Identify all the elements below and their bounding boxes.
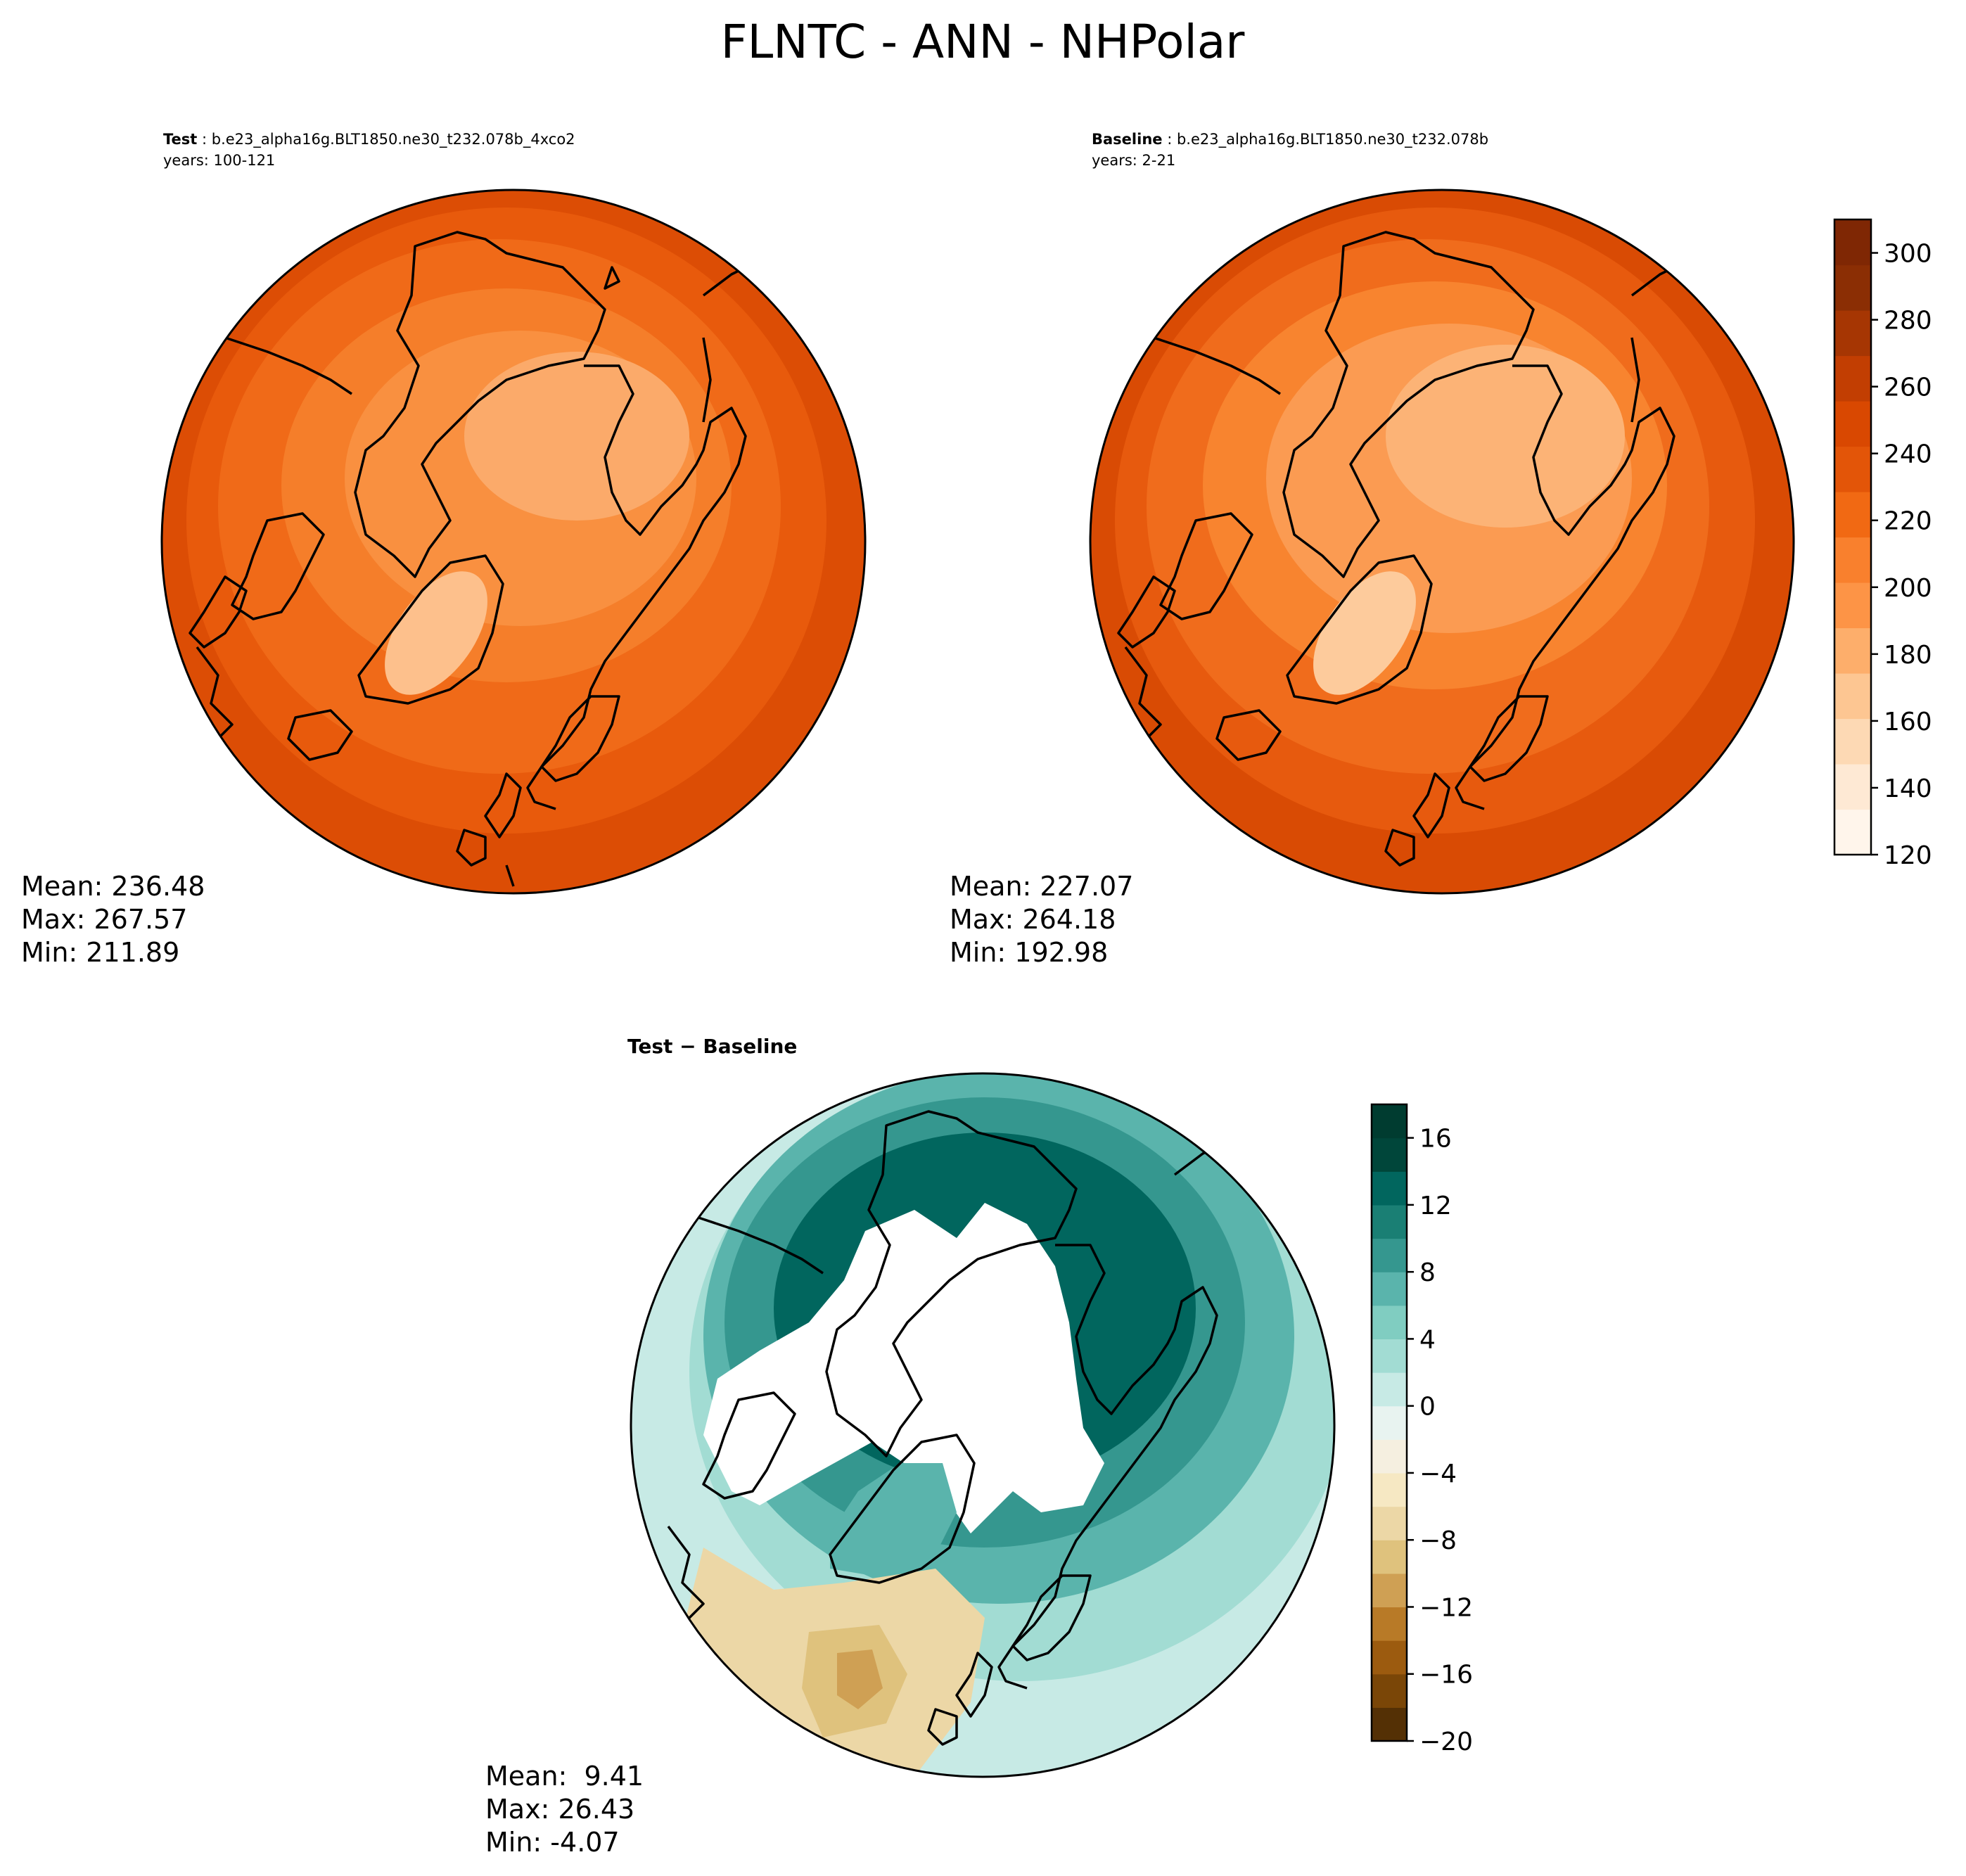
main-colorbar-frame bbox=[1833, 218, 1872, 856]
test-coastlines bbox=[189, 231, 747, 887]
test-label-case: : b.e23_alpha16g.BLT1850.ne30_t232.078b_… bbox=[197, 131, 575, 148]
diff-colorbar: −20 −16 −12 −8 −4 0 4 8 12 16 bbox=[1370, 1103, 1473, 1756]
main-colorbar-tick-label: 160 bbox=[1884, 708, 1932, 736]
diff-colorbar-segment bbox=[1372, 1472, 1407, 1507]
test-min: Min: 211.89 bbox=[21, 937, 179, 968]
main-colorbar-segment bbox=[1834, 264, 1871, 311]
diff-colorbar-segment bbox=[1372, 1540, 1407, 1574]
baseline-label-case: : b.e23_alpha16g.BLT1850.ne30_t232.078b bbox=[1163, 131, 1489, 148]
baseline-label-bold: Baseline bbox=[1092, 131, 1163, 148]
main-colorbar-segment bbox=[1834, 401, 1871, 447]
main-colorbar-segment bbox=[1834, 582, 1871, 629]
main-colorbar-segment bbox=[1834, 310, 1871, 357]
diff-colorbar-tick-label: 4 bbox=[1419, 1325, 1436, 1354]
diff-colorbar-segment bbox=[1372, 1305, 1407, 1340]
diff-colorbar-segment bbox=[1372, 1707, 1407, 1742]
main-colorbar-segment bbox=[1834, 809, 1871, 855]
baseline-years: years: 2-21 bbox=[1092, 152, 1175, 169]
main-colorbar-segment bbox=[1834, 627, 1871, 674]
baseline-mean: Mean: 227.07 bbox=[950, 871, 1133, 902]
diff-colorbar-tick-label: −20 bbox=[1419, 1728, 1473, 1756]
main-colorbar-segment bbox=[1834, 446, 1871, 492]
baseline-field-greenland-high bbox=[1313, 571, 1416, 695]
diff-colorbar-tick-label: 0 bbox=[1419, 1393, 1436, 1422]
main-colorbar-segment bbox=[1834, 718, 1871, 765]
diff-colorbar-tick-label: −4 bbox=[1419, 1460, 1457, 1488]
baseline-panel: Baseline : b.e23_alpha16g.BLT1850.ne30_t… bbox=[950, 131, 1795, 968]
main-colorbar-tick-label: 220 bbox=[1884, 507, 1932, 536]
test-mean: Mean: 236.48 bbox=[21, 871, 205, 902]
main-colorbar-tick-label: 280 bbox=[1884, 307, 1932, 336]
figure-title: FLNTC - ANN - NHPolar bbox=[721, 15, 1246, 69]
diff-panel-label: Test − Baseline bbox=[627, 1035, 797, 1058]
diff-colorbar-tick-label: −12 bbox=[1419, 1593, 1473, 1622]
diff-map bbox=[631, 1073, 1334, 1777]
diff-min: Min: -4.07 bbox=[485, 1827, 620, 1858]
main-colorbar-tick-label: 120 bbox=[1884, 841, 1932, 870]
diff-mean: Mean: 9.41 bbox=[485, 1761, 644, 1792]
diff-colorbar-tick-label: −8 bbox=[1419, 1526, 1457, 1555]
diff-colorbar-segment bbox=[1372, 1506, 1407, 1540]
test-map bbox=[162, 190, 865, 893]
main-colorbar-tick-label: 180 bbox=[1884, 641, 1932, 670]
main-colorbar-segment bbox=[1834, 537, 1871, 583]
main-colorbar-tick-label: 240 bbox=[1884, 440, 1932, 469]
test-map-boundary bbox=[160, 189, 867, 895]
diff-field-tan-min bbox=[837, 1650, 883, 1709]
test-max: Max: 267.57 bbox=[21, 904, 187, 935]
main-colorbar-tick-label: 200 bbox=[1884, 574, 1932, 603]
diff-colorbar-tick-label: 8 bbox=[1419, 1258, 1436, 1287]
main-colorbar-segment bbox=[1834, 492, 1871, 538]
diff-colorbar-segment bbox=[1372, 1573, 1407, 1608]
diff-colorbar-segment bbox=[1372, 1137, 1407, 1172]
diff-field-sea-ice-mask bbox=[703, 1203, 1104, 1533]
test-label-bold: Test bbox=[163, 131, 197, 148]
diff-colorbar-segment bbox=[1372, 1640, 1407, 1675]
diff-colorbar-segment bbox=[1372, 1372, 1407, 1407]
diff-colorbar-segment bbox=[1372, 1673, 1407, 1708]
diff-coastlines bbox=[667, 1110, 1218, 1746]
baseline-panel-label: Baseline : b.e23_alpha16g.BLT1850.ne30_t… bbox=[1092, 131, 1488, 148]
baseline-min: Min: 192.98 bbox=[950, 937, 1108, 968]
test-panel: Test : b.e23_alpha16g.BLT1850.ne30_t232.… bbox=[21, 131, 867, 968]
diff-colorbar-frame bbox=[1370, 1103, 1408, 1742]
diff-colorbar-segment bbox=[1372, 1405, 1407, 1440]
diff-max: Max: 26.43 bbox=[485, 1794, 634, 1825]
main-colorbar-segment bbox=[1834, 355, 1871, 402]
diff-map-boundary bbox=[630, 1072, 1336, 1778]
main-colorbar-segment bbox=[1834, 673, 1871, 720]
diff-colorbar-segment bbox=[1372, 1339, 1407, 1373]
baseline-map-boundary bbox=[1089, 189, 1795, 895]
test-field-greenland-high bbox=[385, 571, 487, 695]
main-colorbar-segment bbox=[1834, 219, 1871, 266]
diff-colorbar-tick-label: −16 bbox=[1419, 1661, 1473, 1690]
test-panel-label: Test : b.e23_alpha16g.BLT1850.ne30_t232.… bbox=[163, 131, 575, 148]
main-colorbar-tick-label: 300 bbox=[1884, 240, 1932, 269]
baseline-max: Max: 264.18 bbox=[950, 904, 1116, 935]
main-colorbar-tick-label: 260 bbox=[1884, 374, 1932, 402]
diff-colorbar-segment bbox=[1372, 1104, 1407, 1139]
baseline-coastlines bbox=[1117, 231, 1675, 867]
baseline-field-inner bbox=[1386, 345, 1625, 528]
diff-colorbar-segment bbox=[1372, 1171, 1407, 1206]
diff-colorbar-segment bbox=[1372, 1439, 1407, 1474]
diff-panel: Test − Baseline bbox=[485, 1035, 1336, 1858]
diff-colorbar-segment bbox=[1372, 1607, 1407, 1641]
test-field-inner bbox=[464, 352, 689, 521]
main-colorbar-tick-label: 140 bbox=[1884, 774, 1932, 803]
diff-field-greenland bbox=[830, 1463, 957, 1576]
diff-colorbar-segment bbox=[1372, 1204, 1407, 1239]
diff-colorbar-segment bbox=[1372, 1272, 1407, 1306]
main-colorbar-segment bbox=[1834, 764, 1871, 810]
baseline-map bbox=[1090, 190, 1794, 893]
main-colorbar: 120 140 160 180 200 220 240 260 280 300 bbox=[1833, 218, 1932, 870]
diff-colorbar-segment bbox=[1372, 1238, 1407, 1272]
diff-colorbar-tick-label: 12 bbox=[1419, 1192, 1452, 1220]
diff-colorbar-tick-label: 16 bbox=[1419, 1125, 1452, 1154]
test-years: years: 100-121 bbox=[163, 152, 275, 169]
